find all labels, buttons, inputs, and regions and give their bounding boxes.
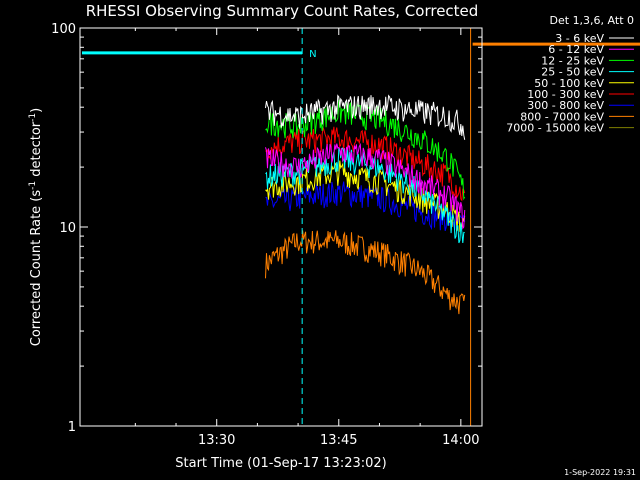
series-layer	[265, 94, 466, 315]
legend-label-3: 12 - 25 keV	[541, 54, 604, 67]
axes-layer: 13:30 13:45 14:00 1 10 100	[51, 22, 482, 448]
series-line-8-segment-1	[265, 230, 466, 315]
series-line-6-segment-1	[265, 126, 466, 202]
series-line-1-segment-1	[265, 94, 466, 140]
legend-label-2: 6 - 12 keV	[548, 43, 604, 56]
chart-title: RHESSI Observing Summary Count Rates, Co…	[86, 2, 479, 20]
legend-title: Det 1,3,6, Att 0	[550, 14, 634, 27]
legend-label-8: 800 - 7000 keV	[520, 110, 604, 123]
series-line-2-segment-1	[265, 142, 466, 230]
y-tick-label: 1	[68, 420, 76, 435]
series-line-4-segment-1	[265, 147, 465, 244]
x-axis-label: Start Time (01-Sep-17 13:23:02)	[175, 456, 386, 471]
x-tick-label: 13:30	[198, 433, 235, 448]
marker-label-n: N	[309, 49, 316, 60]
legend-label-7: 300 - 800 keV	[527, 99, 604, 112]
legend-label-9: 7000 - 15000 keV	[506, 122, 604, 135]
y-axis-label: Corrected Count Rate (s-1 detector-1)	[28, 108, 44, 346]
legend-label-6: 100 - 300 keV	[527, 88, 604, 101]
x-tick-label: 14:00	[442, 433, 479, 448]
y-tick-label: 100	[51, 22, 76, 37]
footer-timestamp: 1-Sep-2022 19:31	[564, 468, 636, 477]
series-line-3-segment-1	[265, 99, 466, 201]
legend-label-1: 3 - 6 keV	[555, 32, 604, 45]
x-tick-label: 13:45	[320, 433, 357, 448]
y-tick-label: 10	[59, 221, 76, 236]
legend-label-5: 50 - 100 keV	[534, 77, 604, 90]
legend-label-4: 25 - 50 keV	[541, 66, 604, 79]
